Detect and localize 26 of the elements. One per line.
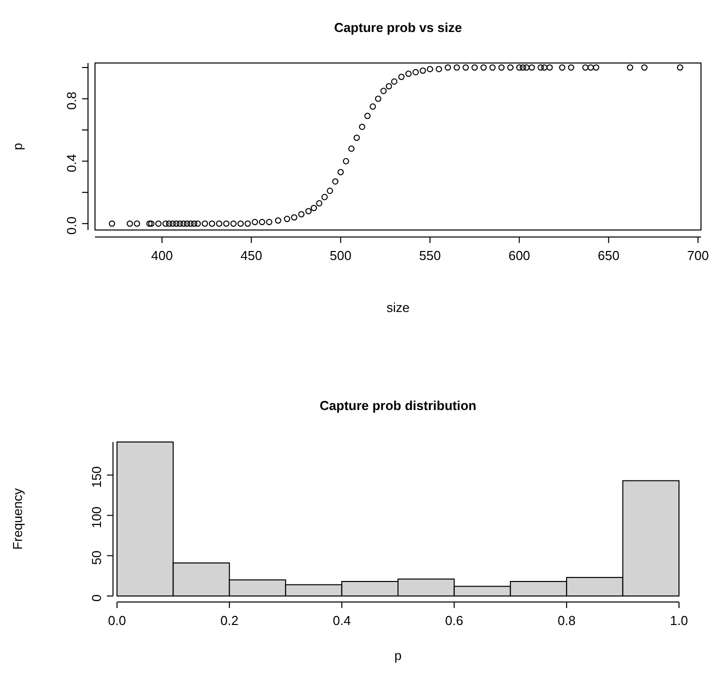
chart-title: Capture prob distribution (320, 398, 476, 413)
x-tick-label: 0.2 (220, 613, 238, 628)
chart-title: Capture prob vs size (334, 20, 462, 35)
x-tick-label: 400 (151, 248, 173, 264)
x-tick-label: 550 (419, 248, 441, 264)
y-tick-label: 0.4 (64, 154, 79, 172)
x-tick-label: 0.0 (108, 613, 126, 628)
y-axis-title: Frequency (10, 488, 25, 550)
x-tick-label: 1.0 (670, 613, 688, 628)
y-tick-label: 100 (89, 506, 104, 528)
x-tick-label: 700 (687, 248, 709, 264)
y-tick-label: 50 (89, 550, 104, 565)
y-tick-label: 0 (89, 594, 104, 602)
y-tick-label: 150 (89, 466, 104, 488)
y-tick-label: 0.8 (64, 92, 79, 110)
x-axis-title: p (394, 648, 402, 663)
y-tick-label: 0.0 (64, 216, 79, 235)
x-tick-label: 600 (508, 248, 530, 264)
x-tick-label: 500 (330, 248, 352, 264)
x-tick-label: 450 (240, 248, 262, 264)
y-axis-title: p (10, 142, 25, 150)
x-tick-label: 0.6 (445, 613, 464, 628)
x-tick-label: 650 (598, 248, 620, 264)
x-tick-label: 0.4 (332, 613, 351, 628)
x-tick-label: 0.8 (558, 613, 576, 628)
x-axis-title: size (386, 300, 410, 315)
